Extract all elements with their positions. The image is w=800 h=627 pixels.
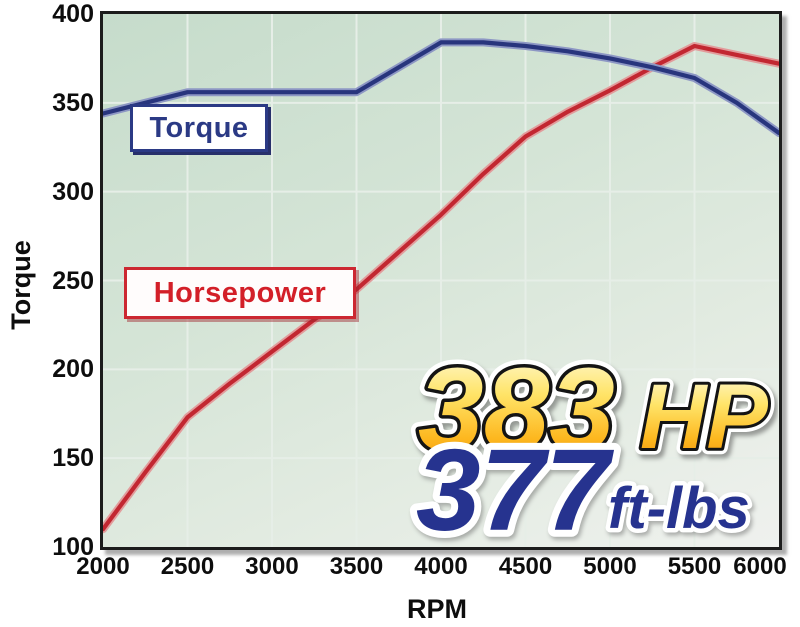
x-tick-label: 2500 — [160, 553, 215, 580]
x-axis-title: RPM — [407, 594, 467, 624]
y-tick-label: 300 — [52, 177, 94, 206]
torque-peak-unit-outline: ft-lbs — [608, 476, 750, 541]
horsepower-curve — [103, 43, 779, 532]
hp-peak-value: 383 — [418, 344, 615, 476]
hp-peak-text: 383 HP 383 HP 383 HP — [410, 336, 775, 484]
torque-legend-box: Torque — [130, 104, 268, 152]
torque-legend-label: Torque — [149, 111, 249, 144]
hp-peak-unit: HP — [640, 366, 768, 468]
torque-peak-value-outline: 377 — [416, 425, 615, 547]
svg-text:HP: HP — [640, 366, 768, 468]
x-tick-label: 3500 — [329, 553, 384, 580]
x-tick-label: 5500 — [667, 553, 722, 580]
y-tick-label: 200 — [52, 355, 94, 384]
x-tick-label: 2000 — [76, 553, 130, 580]
x-tick-label: 3000 — [245, 553, 299, 580]
x-tick-label: 4000 — [414, 553, 468, 580]
y-tick-label: 350 — [52, 88, 94, 117]
y-tick-label: 100 — [52, 533, 94, 561]
horsepower-legend-box: Horsepower — [124, 267, 356, 319]
x-tick-label: 4500 — [498, 553, 553, 580]
horsepower-legend-label: Horsepower — [153, 276, 327, 309]
torque-peak-text: 377 ft-lbs 377 ft-lbs — [409, 418, 754, 547]
y-tick-label: 250 — [52, 266, 94, 295]
torque-curve — [103, 40, 779, 136]
x-tick-label: 5000 — [583, 553, 637, 580]
y-tick-label: 400 — [52, 0, 94, 28]
hp-peak-unit-outline: HP — [640, 366, 768, 468]
svg-text:383: 383 — [418, 344, 615, 476]
x-tick-label: 6000 — [733, 553, 787, 580]
plot-area: Torque Horsepower 383 HP 383 HP 383 HP — [100, 11, 782, 550]
hp-peak-value-outline: 383 — [418, 344, 615, 476]
torque-peak-unit: ft-lbs — [608, 476, 750, 541]
y-tick-label: 150 — [52, 444, 94, 473]
torque-peak-value: 377 — [416, 425, 615, 547]
peak-values-callout: 383 HP 383 HP 383 HP 377 ft-lbs 377 ft-l… — [409, 336, 775, 547]
